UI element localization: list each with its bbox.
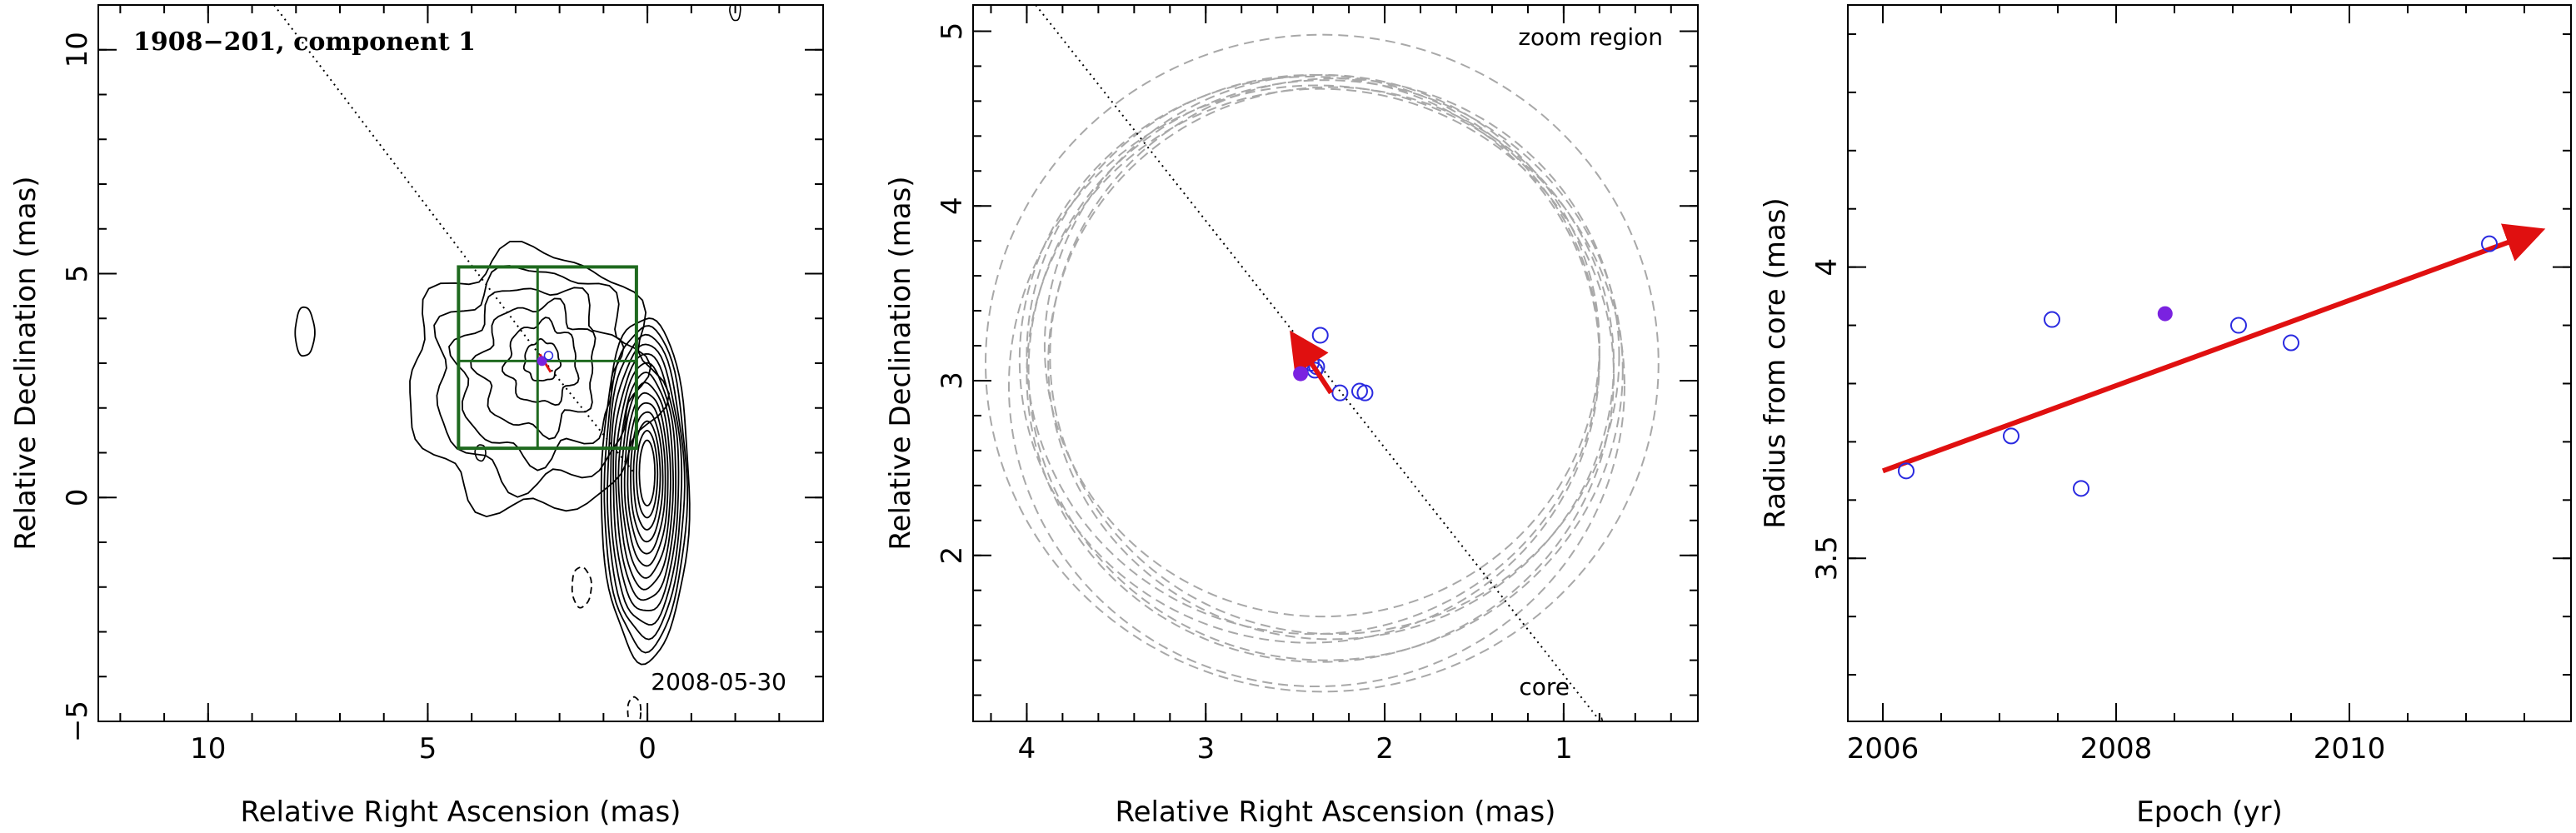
beam-circle <box>1049 77 1620 636</box>
highlight-point <box>1293 366 1309 382</box>
plot-frame <box>972 4 1699 722</box>
zoom-region-panel: 4 3 2 1 2 3 4 5 zoom region core Relative Right… <box>884 4 1699 829</box>
y-tick-label: 4 <box>1810 258 1844 277</box>
epoch-point <box>2230 317 2247 334</box>
x-tick-label: 2006 <box>1847 732 1920 766</box>
beam-circle <box>1047 86 1615 641</box>
overlay-layer <box>1035 5 1603 721</box>
epoch-point <box>2481 235 2498 252</box>
zoom-region-label: zoom region <box>1518 23 1663 51</box>
y-axis-label: Relative Declination (mas) <box>9 176 42 550</box>
x-tick-label: 2008 <box>2080 732 2153 766</box>
tick-marks: 4 3 2 1 2 3 4 5 <box>936 5 1698 766</box>
y-tick-label: 3.5 <box>1810 536 1844 581</box>
contour-map <box>294 5 741 721</box>
core-contour <box>603 325 688 654</box>
beam-circle <box>1027 79 1624 661</box>
x-tick-label: 0 <box>638 732 656 766</box>
core-contour <box>607 333 686 641</box>
jet-contour <box>409 240 671 518</box>
isolated-contour <box>729 5 741 22</box>
beam-circle <box>1043 73 1600 618</box>
epoch-point <box>2283 334 2299 352</box>
epoch-point <box>1356 384 1374 402</box>
x-tick-label: 5 <box>419 732 437 766</box>
beam-circles <box>985 33 1660 693</box>
chart-title: 1908−201, component 1 <box>133 27 476 57</box>
y-tick-label: 3 <box>936 372 969 390</box>
y-tick-label: 2 <box>936 546 969 565</box>
jet-contour <box>502 317 580 407</box>
tick-marks: 10 5 0 −5 0 5 10 <box>61 4 824 766</box>
overlay-layer <box>1881 223 2546 497</box>
core-contour <box>600 317 691 666</box>
epoch-point <box>2003 427 2019 445</box>
x-axis-label: Relative Right Ascension (mas) <box>1116 796 1556 829</box>
motion-vector <box>1290 330 1334 395</box>
core-contour <box>638 439 656 506</box>
core-contour <box>630 411 664 543</box>
x-tick-label: 2 <box>1375 732 1394 766</box>
y-tick-label: 5 <box>61 265 94 283</box>
plot-frame <box>97 4 824 722</box>
negative-contour <box>627 696 642 721</box>
y-tick-label: 5 <box>936 22 969 41</box>
y-axis-label: Relative Declination (mas) <box>884 176 917 550</box>
beam-circle <box>985 33 1660 693</box>
epoch-point <box>1331 384 1349 402</box>
x-axis-label: Relative Right Ascension (mas) <box>241 796 681 829</box>
epoch-point <box>2073 480 2089 497</box>
tick-marks: 2006 2008 2010 3.5 4 <box>1810 5 2571 766</box>
jet-contour <box>448 287 625 471</box>
radius-vs-epoch-panel: 2006 2008 2010 3.5 4 Epoch (yr) Radius from … <box>1759 4 2572 829</box>
negative-contour <box>571 566 592 609</box>
epoch-point <box>1311 327 1329 344</box>
beam-circle <box>1026 87 1615 663</box>
beam-circle <box>1018 76 1600 644</box>
overlay-layer <box>273 5 638 474</box>
x-tick-label: 4 <box>1018 732 1036 766</box>
core-contour <box>627 402 666 555</box>
direction-line <box>543 360 636 474</box>
direction-line <box>1035 5 1603 721</box>
jet-contour <box>470 297 597 440</box>
jet-contour <box>433 265 652 498</box>
y-tick-label: −5 <box>61 701 94 742</box>
y-tick-label: 4 <box>936 197 969 215</box>
x-tick-label: 1 <box>1555 732 1573 766</box>
core-label: core <box>1519 673 1570 701</box>
plot-frame <box>1847 4 2572 722</box>
x-tick-label: 2010 <box>2314 732 2386 766</box>
fit-line <box>1881 223 2546 474</box>
beam-circle <box>1007 84 1625 688</box>
epoch-position-marker <box>543 351 554 361</box>
contour-map-panel: 10 5 0 −5 0 5 10 1908−201, component 1 2008-05… <box>9 4 824 829</box>
isolated-contour <box>474 444 487 462</box>
y-tick-label: 0 <box>61 488 94 506</box>
direction-line <box>273 5 545 362</box>
core-contour <box>635 429 659 519</box>
epoch-point <box>1898 462 1915 480</box>
core-contour <box>632 420 661 531</box>
epoch-point <box>2044 311 2060 328</box>
y-axis-label: Radius from core (mas) <box>1759 197 1792 528</box>
highlight-point <box>2157 306 2173 322</box>
core-contour <box>617 372 675 591</box>
x-tick-label: 3 <box>1196 732 1215 766</box>
y-tick-label: 10 <box>61 32 94 67</box>
core-contour <box>612 352 680 611</box>
core-contour <box>623 392 669 567</box>
component-marker <box>537 356 547 367</box>
isolated-contour <box>294 306 316 357</box>
x-axis-label: Epoch (yr) <box>2136 796 2283 829</box>
x-tick-label: 10 <box>190 732 226 766</box>
core-contour <box>615 362 677 601</box>
epoch-label: 2008-05-30 <box>651 668 786 696</box>
zoom-box <box>457 265 638 451</box>
core-contour <box>620 382 671 579</box>
